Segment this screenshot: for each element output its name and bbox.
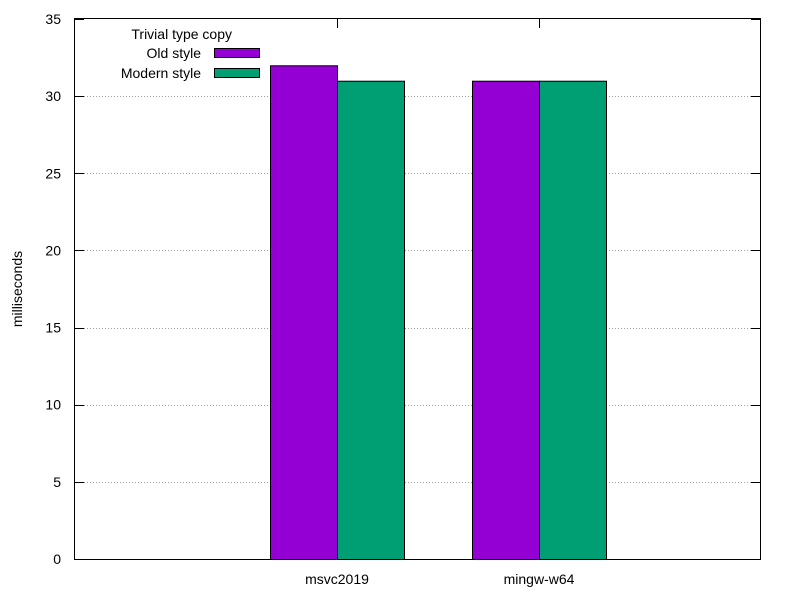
y-tick-label: 5 <box>53 474 61 490</box>
bar <box>270 65 338 561</box>
y-tick-label: 20 <box>45 242 61 258</box>
y-tick-label: 15 <box>45 320 61 336</box>
bar <box>539 80 607 560</box>
axes: 0 5 10 15 20 25 30 35 msvc2019 mingw-w64 <box>45 11 760 587</box>
y-axis-label: milliseconds <box>9 251 25 327</box>
y-tick-label: 30 <box>45 88 61 104</box>
bars <box>270 65 607 561</box>
legend: Trivial type copy Old style Modern style <box>121 26 260 81</box>
legend-label: Old style <box>147 45 202 61</box>
legend-swatch <box>214 48 260 58</box>
x-tick-label: msvc2019 <box>305 571 369 587</box>
y-tick-label: 10 <box>45 397 61 413</box>
legend-label: Modern style <box>121 65 201 81</box>
y-tick-label: 0 <box>53 551 61 567</box>
y-tick-label: 25 <box>45 165 61 181</box>
legend-swatch <box>214 68 260 78</box>
plot-frame <box>74 18 761 560</box>
legend-title: Trivial type copy <box>131 26 232 42</box>
x-tick-label: mingw-w64 <box>504 571 575 587</box>
bar <box>472 80 540 560</box>
bar <box>337 80 405 560</box>
y-tick-label: 35 <box>45 11 61 27</box>
grid-lines <box>75 96 760 483</box>
